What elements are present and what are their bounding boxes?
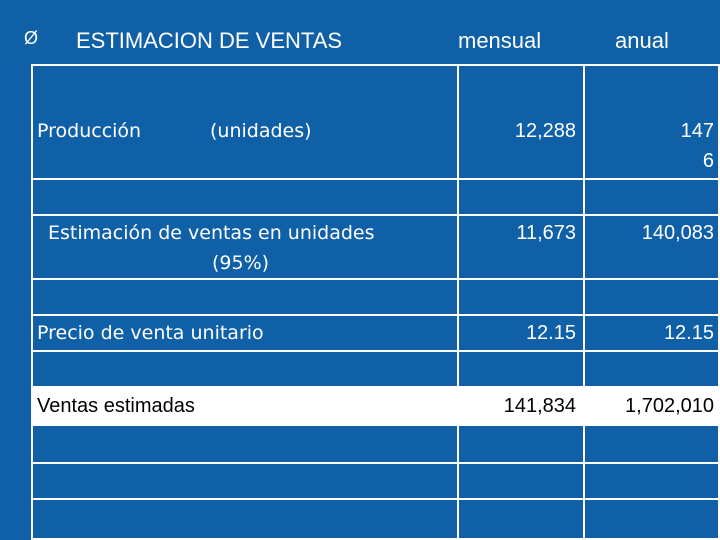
row-sales-label: Ventas estimadas xyxy=(37,395,195,417)
row-production-annual-line1: 147 xyxy=(680,120,714,142)
column-header-annual: anual xyxy=(615,28,669,53)
row-sales-monthly: 141,834 xyxy=(503,395,576,417)
table-title: ESTIMACION DE VENTAS xyxy=(76,28,343,53)
table-grid xyxy=(31,64,720,540)
row-production-annual-line2: 6 xyxy=(702,150,714,172)
row-estimate-annual: 140,083 xyxy=(641,222,714,244)
row-estimate-monthly: 11,673 xyxy=(516,222,576,244)
row-production-unit: (unidades) xyxy=(210,120,312,142)
row-price-label: Precio de venta unitario xyxy=(37,322,264,344)
column-header-monthly: mensual xyxy=(458,28,542,53)
row-price-annual: 12.15 xyxy=(663,322,714,344)
row-production-label: Producción xyxy=(37,120,142,142)
bullet-arrow-icon: Ø xyxy=(24,28,39,48)
row-sales-annual: 1,702,010 xyxy=(625,395,714,417)
row-estimate-percent: (95%) xyxy=(212,252,270,274)
highlight-row xyxy=(31,387,720,425)
row-production-monthly: 12,288 xyxy=(514,120,576,142)
row-estimate-label: Estimación de ventas en unidades xyxy=(48,222,375,244)
row-price-monthly: 12.15 xyxy=(525,322,576,344)
